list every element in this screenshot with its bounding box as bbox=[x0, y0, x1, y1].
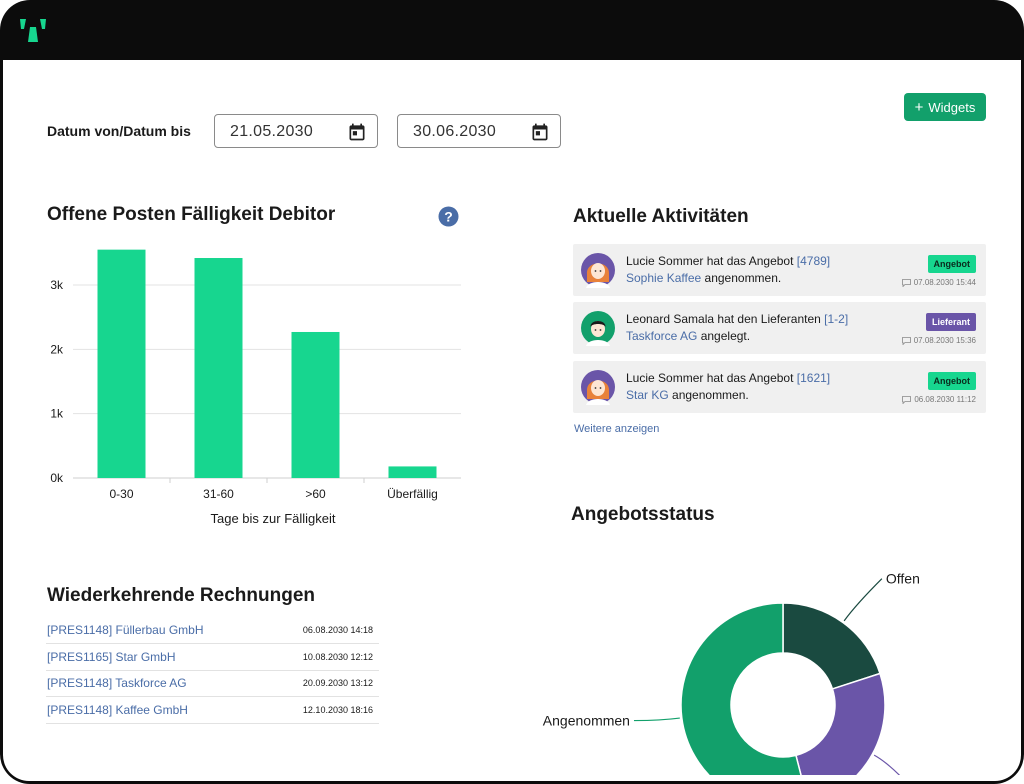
activity-ref-link[interactable]: [1621] bbox=[796, 371, 831, 385]
donut-slice bbox=[795, 672, 886, 775]
slice-leader-line bbox=[633, 717, 680, 722]
activity-text: Leonard Samala hat den Lieferanten [1-2] bbox=[626, 312, 849, 326]
slice-leader-line bbox=[873, 754, 901, 775]
x-tick-label: Überfällig bbox=[387, 487, 438, 501]
offer-status-donut-chart: OffenNachgefasstAngenommen bbox=[543, 571, 920, 775]
table-row[interactable]: [PRES1148] Kaffee GmbH 12.10.2030 18:16 bbox=[46, 698, 379, 724]
invoice-link[interactable]: [PRES1148] Taskforce AG bbox=[47, 676, 187, 690]
date-from-input[interactable]: 21.05.2030 bbox=[214, 114, 378, 148]
invoice-date: 20.09.2030 13:12 bbox=[302, 678, 373, 688]
add-widgets-button[interactable]: + Widgets bbox=[904, 93, 986, 121]
activity-time: 07.08.2030 15:44 bbox=[901, 278, 976, 287]
comment-icon bbox=[901, 336, 911, 345]
slice-label: Angenommen bbox=[543, 713, 630, 729]
table-row[interactable]: [PRES1148] Füllerbau GmbH 06.08.2030 14:… bbox=[46, 618, 379, 644]
activity-text: Lucie Sommer hat das Angebot [1621] bbox=[626, 371, 831, 385]
receivables-bar-chart: 0k 1k 2k 3k 0-30 31-60 >60 Überfällig bbox=[50, 249, 461, 501]
donut-slice bbox=[680, 602, 802, 775]
x-tick-label: 0-30 bbox=[109, 487, 133, 501]
activity-text-2: Star KG angenommen. bbox=[626, 388, 749, 402]
x-axis-title: Tage bis zur Fälligkeit bbox=[210, 511, 336, 526]
activities-title: Aktuelle Aktivitäten bbox=[573, 206, 749, 227]
dashboard-content: Datum von/Datum bis 21.05.2030 30.06.203… bbox=[3, 60, 1021, 781]
avatar-female-icon bbox=[581, 253, 615, 288]
avatar-male-icon bbox=[581, 311, 615, 346]
calendar-icon[interactable] bbox=[347, 122, 367, 142]
status-badge: Angebot bbox=[927, 255, 976, 273]
add-widgets-label: Widgets bbox=[928, 99, 976, 115]
table-row[interactable]: [PRES1165] Star GmbH 10.08.2030 12:12 bbox=[46, 645, 379, 671]
y-tick-label: 3k bbox=[50, 278, 64, 292]
invoice-link[interactable]: [PRES1148] Füllerbau GmbH bbox=[47, 623, 204, 637]
y-tick-label: 1k bbox=[50, 407, 64, 421]
donut-slice bbox=[782, 602, 881, 690]
activity-ref-link[interactable]: [1-2] bbox=[824, 312, 849, 326]
question-icon[interactable]: ? bbox=[438, 206, 459, 227]
invoice-date: 06.08.2030 14:18 bbox=[302, 625, 373, 635]
avatar-female-icon bbox=[581, 370, 615, 405]
offer-status-title: Angebotsstatus bbox=[571, 504, 715, 525]
show-more-link[interactable]: Weitere anzeigen bbox=[574, 423, 660, 435]
bar bbox=[97, 249, 146, 478]
invoice-date: 10.08.2030 12:12 bbox=[302, 652, 373, 662]
comment-icon bbox=[901, 278, 911, 287]
date-from-value: 21.05.2030 bbox=[230, 123, 314, 140]
x-tick-label: >60 bbox=[305, 487, 326, 501]
invoice-date: 12.10.2030 18:16 bbox=[302, 705, 373, 715]
svg-text:?: ? bbox=[444, 209, 453, 225]
invoice-link[interactable]: [PRES1148] Kaffee GmbH bbox=[47, 703, 188, 717]
receivables-title: Offene Posten Fälligkeit Debitor bbox=[47, 204, 336, 225]
activity-item[interactable]: Leonard Samala hat den Lieferanten [1-2]… bbox=[573, 302, 986, 354]
x-tick-label: 31-60 bbox=[203, 487, 234, 501]
activity-text-2: Taskforce AG angelegt. bbox=[626, 329, 751, 343]
activity-ref-link[interactable]: [4789] bbox=[796, 254, 831, 268]
activity-time: 06.08.2030 11:12 bbox=[902, 395, 976, 404]
date-to-input[interactable]: 30.06.2030 bbox=[397, 114, 561, 148]
activity-entity-link[interactable]: Sophie Kaffee bbox=[626, 271, 702, 285]
bar bbox=[388, 466, 437, 478]
activity-item[interactable]: Lucie Sommer hat das Angebot [4789] Soph… bbox=[573, 244, 986, 296]
bar bbox=[194, 258, 243, 478]
bar bbox=[291, 331, 340, 478]
calendar-icon[interactable] bbox=[530, 122, 550, 142]
activity-entity-link[interactable]: Star KG bbox=[626, 388, 669, 402]
date-to-value: 30.06.2030 bbox=[413, 123, 497, 140]
slice-leader-line bbox=[843, 578, 883, 622]
status-badge: Lieferant bbox=[925, 313, 976, 331]
y-tick-label: 0k bbox=[50, 471, 64, 485]
plus-icon: + bbox=[914, 98, 924, 116]
top-bar bbox=[0, 0, 1024, 60]
y-tick-label: 2k bbox=[50, 342, 64, 356]
status-badge: Angebot bbox=[927, 372, 976, 390]
date-range-label: Datum von/Datum bis bbox=[47, 123, 191, 139]
comment-icon bbox=[902, 395, 912, 404]
recurring-title: Wiederkehrende Rechnungen bbox=[47, 585, 315, 606]
activity-time: 07.08.2030 15:36 bbox=[901, 336, 976, 345]
activity-entity-link[interactable]: Taskforce AG bbox=[626, 329, 698, 343]
brand-logo-icon[interactable] bbox=[18, 18, 48, 44]
activity-text-2: Sophie Kaffee angenommen. bbox=[626, 271, 782, 285]
activity-text: Lucie Sommer hat das Angebot [4789] bbox=[626, 254, 831, 268]
table-row[interactable]: [PRES1148] Taskforce AG 20.09.2030 13:12 bbox=[46, 671, 379, 697]
slice-label: Offen bbox=[886, 571, 920, 587]
invoice-link[interactable]: [PRES1165] Star GmbH bbox=[47, 650, 176, 664]
activity-item[interactable]: Lucie Sommer hat das Angebot [1621] Star… bbox=[573, 361, 986, 413]
